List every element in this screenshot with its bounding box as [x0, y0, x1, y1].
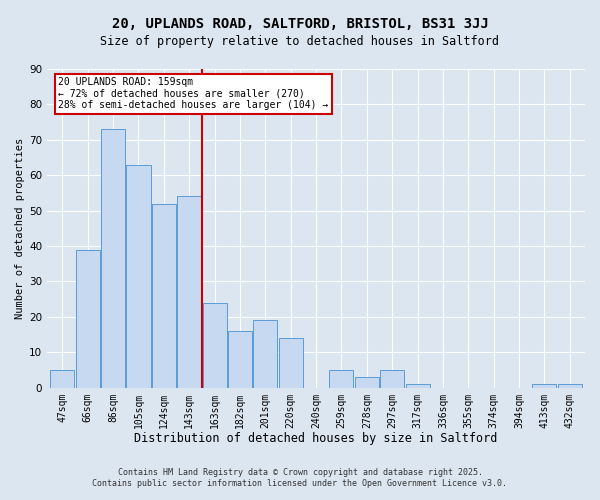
Y-axis label: Number of detached properties: Number of detached properties: [15, 138, 25, 319]
Bar: [101, 129, 125, 388]
Text: Contains HM Land Registry data © Crown copyright and database right 2025.
Contai: Contains HM Land Registry data © Crown c…: [92, 468, 508, 487]
Bar: [127, 164, 151, 388]
Text: Size of property relative to detached houses in Saltford: Size of property relative to detached ho…: [101, 35, 499, 48]
Bar: [380, 370, 404, 388]
Text: 20, UPLANDS ROAD, SALTFORD, BRISTOL, BS31 3JJ: 20, UPLANDS ROAD, SALTFORD, BRISTOL, BS3…: [112, 18, 488, 32]
Bar: [406, 384, 430, 388]
Bar: [152, 204, 176, 388]
Text: 20 UPLANDS ROAD: 159sqm
← 72% of detached houses are smaller (270)
28% of semi-d: 20 UPLANDS ROAD: 159sqm ← 72% of detache…: [58, 77, 328, 110]
Bar: [228, 331, 252, 388]
Bar: [253, 320, 277, 388]
Bar: [203, 302, 227, 388]
Bar: [76, 250, 100, 388]
X-axis label: Distribution of detached houses by size in Saltford: Distribution of detached houses by size …: [134, 432, 498, 445]
Bar: [355, 377, 379, 388]
Bar: [177, 196, 201, 388]
Bar: [532, 384, 556, 388]
Bar: [50, 370, 74, 388]
Bar: [558, 384, 582, 388]
Bar: [278, 338, 303, 388]
Bar: [329, 370, 353, 388]
